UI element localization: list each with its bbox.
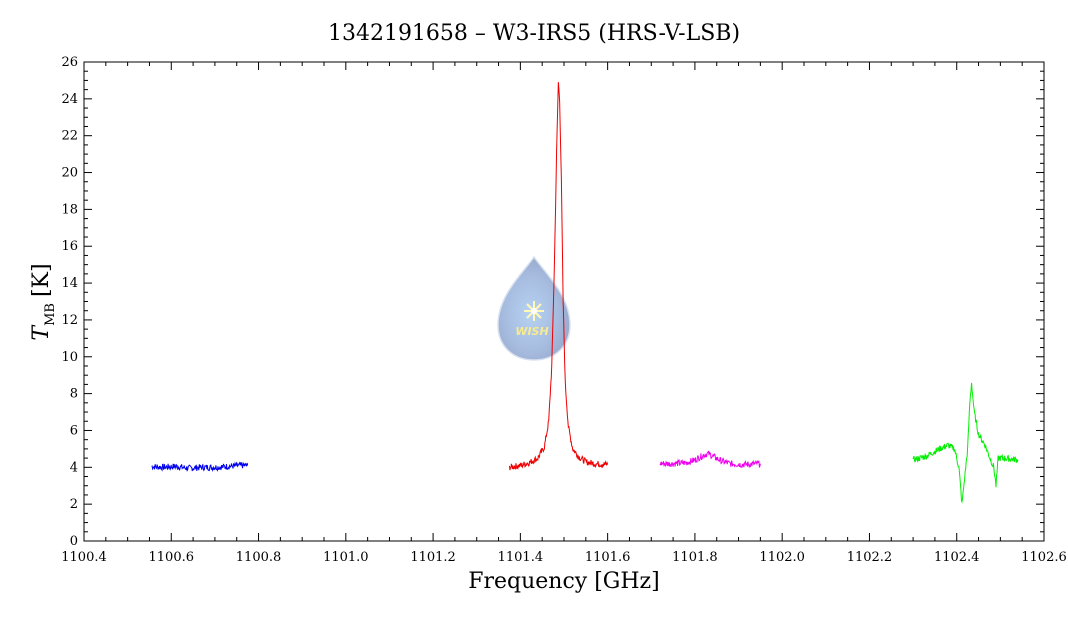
spectrum-series-line-3	[659, 450, 761, 469]
y-tick-label: 8	[70, 387, 78, 402]
y-axis-label-sub: MB	[43, 303, 58, 326]
x-tick-label: 1101.6	[585, 550, 631, 565]
y-tick-label: 0	[70, 534, 78, 549]
wish-logo-watermark: WISH	[497, 255, 571, 361]
y-tick-label: 14	[61, 276, 78, 291]
spectrum-series-line-1	[151, 461, 249, 473]
axis-ticks	[83, 61, 1045, 542]
y-tick-label: 10	[61, 350, 78, 365]
chart-title: 1342191658 – W3-IRS5 (HRS-V-LSB)	[328, 21, 740, 46]
y-tick-label: 24	[61, 92, 78, 107]
y-tick-label: 26	[61, 55, 78, 70]
y-tick-label: 16	[61, 239, 78, 254]
y-tick-label: 12	[61, 313, 78, 328]
x-tick-label: 1101.4	[498, 550, 544, 565]
spectrum-series-line-4	[912, 382, 1019, 504]
spectrum-series	[151, 82, 1019, 504]
x-tick-labels: 1100.4 1100.6 1100.8 1101.0 1101.2 1101.4 1101…	[61, 550, 1067, 565]
y-axis-label: TMB [K]	[29, 263, 58, 340]
x-tick-label: 1100.4	[61, 550, 107, 565]
logo-text: WISH	[515, 325, 548, 338]
y-tick-label: 20	[61, 166, 78, 181]
y-axis-label-main: T	[29, 324, 54, 341]
y-tick-label: 18	[61, 202, 78, 217]
y-axis-label-unit: [K]	[29, 263, 54, 297]
spectrum-series-line-2	[508, 82, 609, 471]
x-tick-label: 1102.4	[934, 550, 980, 565]
y-tick-label: 6	[70, 423, 78, 438]
y-tick-label: 2	[70, 497, 78, 512]
x-tick-label: 1101.2	[410, 550, 456, 565]
x-tick-label: 1101.8	[672, 550, 718, 565]
x-tick-label: 1102.0	[759, 550, 805, 565]
x-tick-label: 1100.8	[236, 550, 282, 565]
x-tick-label: 1102.2	[847, 550, 893, 565]
x-tick-label: 1100.6	[149, 550, 195, 565]
x-axis-label: Frequency [GHz]	[468, 569, 660, 594]
x-tick-label: 1101.0	[323, 550, 369, 565]
y-tick-label: 22	[61, 129, 78, 144]
x-tick-label: 1102.6	[1021, 550, 1067, 565]
y-tick-label: 4	[70, 460, 78, 475]
